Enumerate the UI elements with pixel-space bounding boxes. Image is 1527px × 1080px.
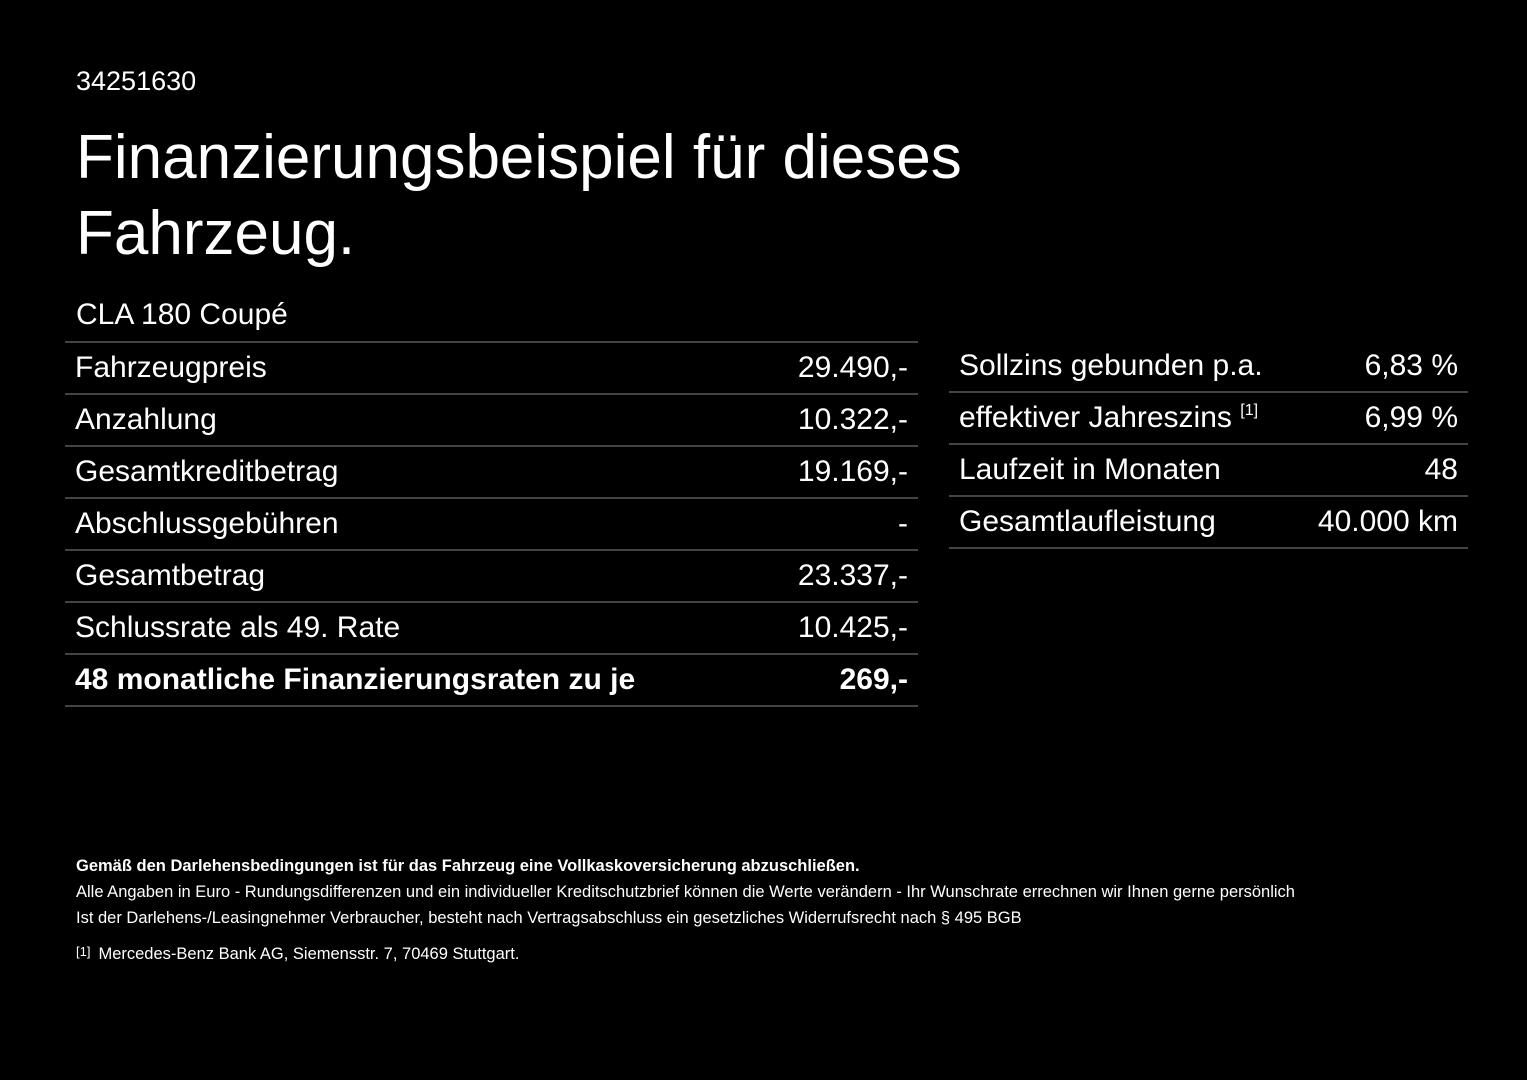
value: 23.337,-	[761, 550, 918, 603]
label: Abschlussgebühren	[65, 498, 762, 551]
row: Abschlussgebühren -	[65, 498, 918, 551]
label-text: 48 monatliche Finanzierungsraten zu je	[75, 663, 636, 696]
label: effektiver Jahreszins [1]	[949, 392, 1297, 445]
label-text: Sollzins gebunden p.a.	[959, 349, 1263, 382]
row: 48 monatliche Finanzierungsraten zu je 26…	[65, 654, 918, 707]
label: Gesamtkreditbetrag	[65, 446, 762, 499]
label: Schlussrate als 49. Rate	[65, 602, 762, 655]
title-line: Finanzierungsbeispiel für dieses	[76, 123, 962, 192]
label-text: effektiver Jahreszins	[959, 401, 1232, 434]
value: 6,83 %	[1296, 341, 1468, 393]
value: 10.322,-	[761, 394, 918, 447]
label: Gesamtlaufleistung	[949, 496, 1297, 549]
title: Finanzierungsbeispiel für dieses Fahrzeug…	[76, 120, 962, 272]
label-text: Fahrzeugpreis	[75, 351, 267, 384]
value: 10.425,-	[761, 602, 918, 655]
value: 29.490,-	[761, 342, 918, 395]
title-line: Fahrzeug.	[76, 199, 356, 268]
row: Fahrzeugpreis 29.490,-	[65, 342, 918, 395]
footer: Gemäß den Darlehensbedingungen ist für d…	[76, 853, 1295, 967]
label-text: Abschlussgebühren	[75, 507, 339, 540]
footnote-ref: [1]	[1240, 402, 1259, 419]
row: Gesamtlaufleistung 40.000 km	[949, 496, 1468, 549]
value: -	[761, 498, 918, 551]
row: Gesamtkreditbetrag 19.169,-	[65, 446, 918, 499]
value: 40.000 km	[1296, 496, 1468, 549]
note: Gemäß den Darlehensbedingungen ist für d…	[76, 857, 860, 875]
row: Sollzins gebunden p.a. 6,83 %	[949, 341, 1468, 393]
row: Schlussrate als 49. Rate 10.425,-	[65, 602, 918, 655]
row: effektiver Jahreszins [1] 6,99 %	[949, 392, 1468, 445]
label: 48 monatliche Finanzierungsraten zu je	[65, 654, 762, 707]
note: Ist der Darlehens-/Leasingnehmer Verbrau…	[76, 909, 1022, 927]
note: Alle Angaben in Euro - Rundungsdifferenz…	[76, 883, 1295, 901]
label: Fahrzeugpreis	[65, 342, 762, 395]
value: 6,99 %	[1296, 392, 1468, 445]
footnote-text: Mercedes-Benz Bank AG, Siemensstr. 7, 70…	[98, 945, 520, 963]
label-text: Anzahlung	[75, 403, 217, 436]
vehicle-id: 34251630	[76, 66, 197, 96]
footnote: [1] Mercedes-Benz Bank AG, Siemensstr. 7,…	[76, 939, 1295, 967]
label-text: Schlussrate als 49. Rate	[75, 611, 401, 644]
finance-table: Fahrzeugpreis 29.490,- Anzahlung 10.322,- Ge…	[65, 341, 918, 707]
value: 48	[1296, 444, 1468, 497]
label: Sollzins gebunden p.a.	[949, 341, 1297, 393]
label: Laufzeit in Monaten	[949, 444, 1297, 497]
value: 269,-	[761, 654, 918, 707]
label-text: Gesamtlaufleistung	[959, 505, 1216, 538]
rate-table: Sollzins gebunden p.a. 6,83 % effektiver J…	[949, 341, 1468, 549]
row: Anzahlung 10.322,-	[65, 394, 918, 447]
row: Gesamtbetrag 23.337,-	[65, 550, 918, 603]
label-text: Gesamtbetrag	[75, 559, 266, 592]
footnote-mark: [1]	[76, 944, 91, 959]
label: Anzahlung	[65, 394, 762, 447]
row: Laufzeit in Monaten 48	[949, 444, 1468, 497]
model: CLA 180 Coupé	[76, 298, 288, 331]
label-text: Laufzeit in Monaten	[959, 453, 1221, 486]
label: Gesamtbetrag	[65, 550, 762, 603]
value: 19.169,-	[761, 446, 918, 499]
label-text: Gesamtkreditbetrag	[75, 455, 339, 488]
